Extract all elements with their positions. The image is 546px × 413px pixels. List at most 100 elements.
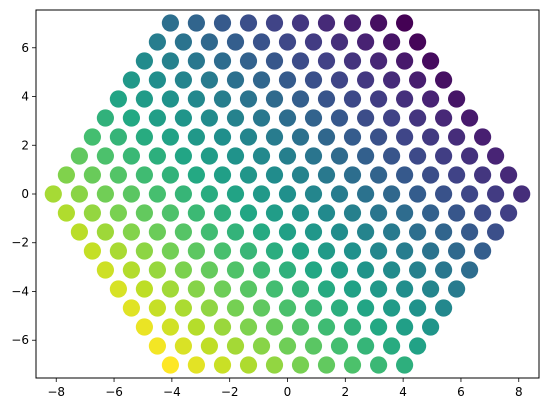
data-point	[474, 242, 492, 260]
data-point	[278, 147, 297, 165]
data-point	[122, 109, 140, 127]
data-point	[200, 71, 218, 89]
x-tick-label: −8	[47, 385, 65, 399]
data-point	[513, 185, 531, 203]
data-point	[370, 242, 388, 260]
data-point	[422, 90, 440, 108]
data-point	[187, 280, 205, 298]
data-point	[343, 166, 362, 184]
data-point	[383, 185, 401, 203]
data-point	[252, 109, 271, 127]
data-point	[213, 204, 232, 222]
data-point	[487, 185, 505, 203]
data-point	[265, 318, 284, 336]
data-point	[174, 223, 192, 241]
data-point	[461, 185, 479, 203]
data-point	[122, 299, 140, 317]
data-point	[448, 90, 466, 108]
data-point	[187, 52, 205, 70]
data-point	[422, 242, 440, 260]
data-point	[330, 261, 349, 279]
data-point	[83, 128, 101, 146]
data-point	[304, 147, 323, 165]
data-point	[448, 128, 466, 146]
data-point	[148, 185, 166, 203]
data-point	[161, 128, 179, 146]
data-point	[213, 318, 232, 336]
data-point	[396, 204, 414, 222]
data-point	[135, 204, 153, 222]
x-tick-label: 4	[399, 385, 407, 399]
data-point	[109, 204, 127, 222]
data-point	[252, 299, 271, 317]
data-point	[226, 33, 245, 51]
data-point	[474, 204, 492, 222]
x-tick-label: −2	[221, 385, 239, 399]
data-point	[135, 166, 153, 184]
data-point	[343, 90, 362, 108]
data-point	[383, 109, 401, 127]
data-point	[161, 280, 179, 298]
data-point	[239, 128, 258, 146]
data-point	[370, 90, 388, 108]
data-point	[174, 147, 192, 165]
data-point	[448, 204, 466, 222]
data-point	[370, 14, 388, 32]
data-point	[435, 223, 453, 241]
data-point	[409, 71, 427, 89]
data-point	[383, 261, 401, 279]
data-point	[83, 204, 101, 222]
data-point	[317, 280, 336, 298]
data-point	[317, 128, 336, 146]
data-point	[226, 223, 245, 241]
data-point	[70, 147, 88, 165]
data-point	[291, 318, 310, 336]
data-point	[343, 242, 362, 260]
data-point	[148, 337, 166, 355]
data-point	[422, 204, 440, 222]
data-point	[291, 14, 310, 32]
data-point	[226, 299, 245, 317]
data-point	[239, 14, 258, 32]
data-point	[396, 280, 414, 298]
data-point	[265, 280, 284, 298]
data-point	[304, 33, 323, 51]
data-point	[135, 318, 153, 336]
data-point	[396, 356, 414, 374]
y-tick-label: −6	[11, 333, 29, 347]
data-point	[317, 14, 336, 32]
y-tick-label: 6	[21, 41, 29, 55]
data-point	[370, 356, 388, 374]
data-point	[304, 223, 323, 241]
data-point	[135, 242, 153, 260]
data-point	[187, 204, 205, 222]
data-point	[96, 147, 114, 165]
data-point	[422, 128, 440, 146]
data-point	[265, 90, 284, 108]
data-point	[174, 71, 192, 89]
data-point	[500, 166, 518, 184]
data-point	[96, 109, 114, 127]
data-point	[135, 128, 153, 146]
data-point	[109, 242, 127, 260]
data-point	[317, 90, 336, 108]
data-point	[213, 166, 232, 184]
data-point	[83, 242, 101, 260]
data-point	[213, 90, 232, 108]
data-point	[396, 52, 414, 70]
data-point	[213, 280, 232, 298]
data-point	[448, 242, 466, 260]
data-point	[239, 280, 258, 298]
data-point	[278, 71, 297, 89]
data-point	[304, 71, 323, 89]
data-point	[174, 337, 192, 355]
data-point	[161, 318, 179, 336]
data-point	[174, 261, 192, 279]
data-point	[265, 52, 284, 70]
data-point	[213, 52, 232, 70]
data-point	[409, 147, 427, 165]
data-point	[187, 318, 205, 336]
data-point	[213, 356, 232, 374]
data-point	[487, 147, 505, 165]
data-point	[122, 261, 140, 279]
